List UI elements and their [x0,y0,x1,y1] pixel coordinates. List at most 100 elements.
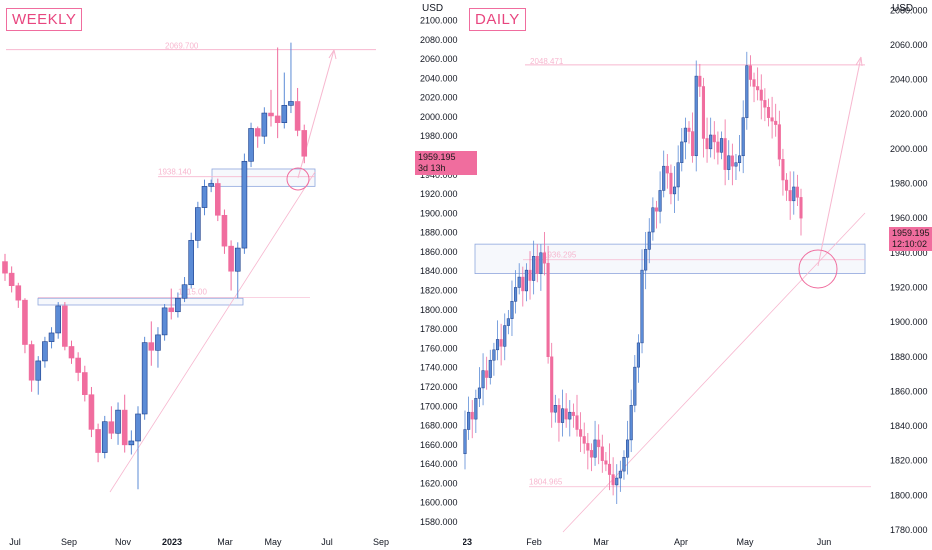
weekly-title-tag: WEEKLY [6,8,83,31]
daily-y-tick: 2000.000 [890,144,928,154]
weekly-candle [35,360,42,381]
daily-y-tick: 1780.000 [890,525,928,535]
daily-candle [644,249,648,271]
daily-y-tick: 2060.000 [890,40,928,50]
daily-candle [492,349,496,361]
weekly-y-tick: 2060.000 [420,54,458,64]
weekly-y-tick: 1840.000 [420,266,458,276]
weekly-candle [234,247,241,272]
daily-candle [499,339,503,347]
weekly-candle [241,160,248,249]
daily-candle [521,276,525,292]
daily-candle [579,429,583,437]
weekly-y-tick: 2000.000 [420,112,458,122]
daily-candle [517,276,521,288]
daily-candle [568,411,572,420]
daily-zone-label: 1936.295 [543,251,577,260]
weekly-y-tick: 1780.000 [420,324,458,334]
weekly-candle [22,299,28,345]
weekly-candle [254,128,261,137]
daily-candle [589,450,594,458]
daily-candle [756,86,760,91]
weekly-candle [268,112,274,117]
weekly-candle [201,186,208,208]
daily-candle [535,256,539,274]
daily-candle [662,165,666,191]
daily-candle [600,446,604,461]
weekly-lower-zone-label: 1815.00 [178,287,207,296]
weekly-projection-arrow [297,49,335,179]
weekly-y-tick: 1700.000 [420,401,458,411]
weekly-y-tick: 2020.000 [420,93,458,103]
weekly-axis-unit: USD [422,3,444,14]
weekly-y-tick: 1680.000 [420,421,458,431]
weekly-candle [281,105,288,123]
daily-candle [629,405,633,441]
weekly-x-tick: 2023 [162,537,182,547]
weekly-candle [148,342,155,351]
weekly-candle [188,240,194,286]
daily-x-tick: Jun [817,537,832,547]
weekly-candle [155,334,161,351]
daily-y-tick: 1820.000 [890,456,928,466]
weekly-candle [88,394,95,430]
daily-candle [495,339,500,351]
weekly-y-tick: 1640.000 [420,459,458,469]
daily-candle [759,89,763,101]
weekly-candle [228,245,234,272]
weekly-target-circle [286,167,310,191]
daily-axis-unit: USD [892,3,914,14]
weekly-candle [141,342,148,415]
daily-candle [528,269,532,281]
daily-candle [777,124,781,160]
daily-candle [709,134,713,150]
daily-candle [763,100,767,108]
weekly-lower-zone [37,297,244,306]
daily-candle [640,269,644,344]
daily-candle [665,165,669,174]
weekly-y-tick: 1820.000 [420,286,458,296]
daily-y-tick: 1860.000 [890,386,928,396]
weekly-arrowhead [328,49,337,60]
weekly-candle [95,429,101,453]
weekly-chart-canvas[interactable]: 1580.000 1600.000 1620.000 1640.000 1660.000… [0,0,463,550]
daily-last-price: 1959.195 [892,228,930,238]
daily-low-level-label: 1804.965 [529,478,563,487]
daily-x-tick: May [736,537,754,547]
weekly-y-tick: 1620.000 [420,478,458,488]
daily-candle [597,439,601,448]
weekly-chart-panel[interactable]: 1580.000 1600.000 1620.000 1640.000 1660.000… [0,0,477,550]
daily-candle [604,460,608,465]
daily-chart-canvas[interactable]: 1780.000 1800.000 1820.000 1840.000 1860.000… [463,0,932,550]
daily-candle [575,415,579,430]
daily-candle [676,162,680,188]
daily-candle [510,301,514,319]
daily-candle [524,269,528,292]
weekly-x-tick: Nov [115,537,132,547]
daily-candle [626,439,630,458]
daily-candle [647,231,651,250]
daily-candle [734,162,738,167]
daily-chart-panel[interactable]: 1780.000 1800.000 1820.000 1840.000 1860.000… [463,0,932,550]
daily-candle [748,65,752,80]
daily-candle [691,131,695,157]
weekly-y-tick: 1900.000 [420,208,458,218]
daily-candle [633,366,637,406]
daily-candle [651,207,655,233]
daily-y-tick: 1940.000 [890,248,928,258]
daily-candle [467,411,471,430]
daily-candle [774,120,778,125]
weekly-y-tick: 1740.000 [420,363,458,373]
weekly-x-tick: Mar [217,537,233,547]
daily-candle [607,463,612,475]
weekly-candle [55,305,62,334]
weekly-candle [261,112,268,137]
weekly-y-tick: 2040.000 [420,73,458,83]
weekly-candle [221,214,228,247]
daily-candle [481,370,485,389]
daily-y-tick: 1980.000 [890,179,928,189]
weekly-candle [288,101,294,106]
daily-candle [745,65,749,118]
daily-candle [719,138,724,153]
daily-candle [503,325,507,347]
